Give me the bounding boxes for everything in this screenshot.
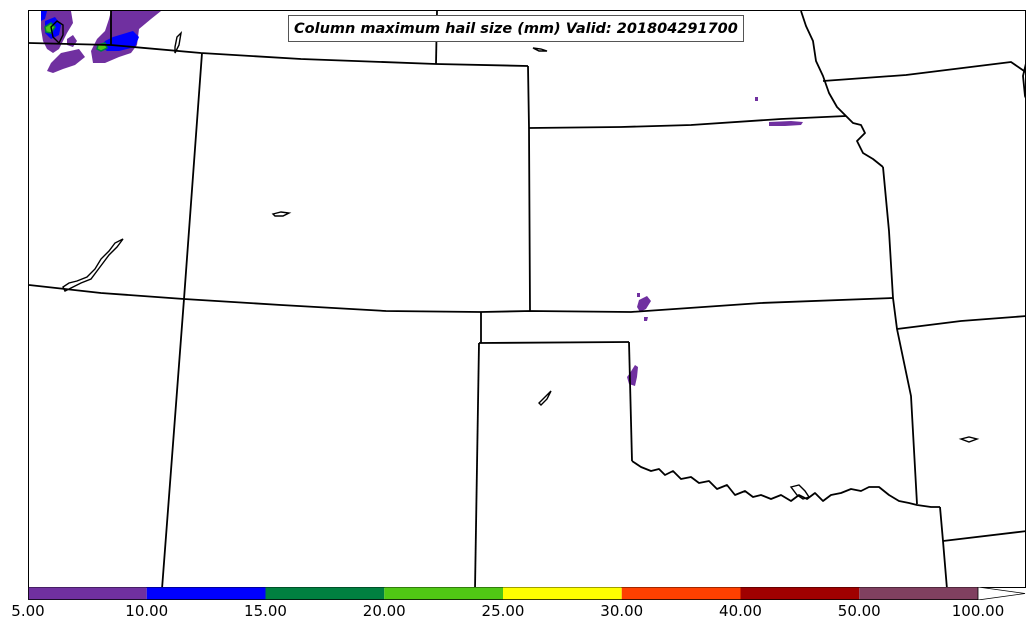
hail-area-blue <box>41 11 47 21</box>
map-title: Column maximum hail size (mm) Valid: 201… <box>288 15 744 42</box>
missouri-river-border <box>800 11 884 168</box>
colorbar-segment <box>503 587 622 600</box>
reservoir <box>538 390 552 406</box>
kansas-missouri-border <box>882 166 894 299</box>
colorbar-outline <box>28 587 978 600</box>
colorado-west-border <box>161 52 203 587</box>
colorado-south-border <box>29 284 894 313</box>
nebraska-kansas-border <box>528 115 847 129</box>
map-panel <box>28 10 1026 588</box>
colorbar-tick-label: 40.00 <box>719 602 762 620</box>
reservoir <box>50 20 64 45</box>
colorbar-tick-label: 50.00 <box>837 602 881 620</box>
colorbar-segment <box>859 587 978 600</box>
map-canvas <box>29 11 1025 587</box>
hail-cell <box>755 97 758 101</box>
colorbar-segment <box>621 587 741 600</box>
reservoir <box>789 484 811 500</box>
colorado-east-border <box>527 65 531 312</box>
colorbar-segment <box>384 587 503 600</box>
iowa-missouri-border <box>822 61 1025 82</box>
colorbar-tick-label: 100.00 <box>951 602 1005 620</box>
wyoming-south-border <box>29 42 529 67</box>
reservoir <box>271 211 292 217</box>
texas-louisiana-border <box>939 506 948 587</box>
colorbar-extend-arrow <box>977 587 1026 600</box>
hail-cell <box>637 293 640 297</box>
missouri-arkansas-border <box>896 315 1025 330</box>
reservoir <box>174 30 183 54</box>
hail-cell <box>637 296 651 312</box>
colorbar-tick-label: 20.00 <box>362 602 406 620</box>
reservoir <box>532 47 548 52</box>
hail-cells-central <box>627 97 803 386</box>
state-boundaries <box>29 11 1025 587</box>
texas-oklahoma-east-panhandle <box>628 341 633 462</box>
colorbar-segment <box>28 587 147 600</box>
colorbar-tick-label: 15.00 <box>244 602 287 620</box>
panhandle-border <box>478 341 630 344</box>
colorbar-segment <box>740 587 860 600</box>
kansas-oklahoma-east <box>892 297 918 505</box>
hail-area-purple <box>47 49 85 73</box>
arkansas-louisiana-border <box>942 530 1025 542</box>
hail-area-purple <box>67 35 77 47</box>
colorbar-tick-label: 30.00 <box>600 602 644 620</box>
colorbar-segment <box>146 587 266 600</box>
colorbar-tick-label: 25.00 <box>481 602 525 620</box>
reservoir <box>958 436 980 443</box>
hail-cell <box>627 365 638 386</box>
great-salt-lake <box>62 238 124 292</box>
colorbar <box>28 587 1026 600</box>
hail-cell <box>769 121 803 126</box>
lakes <box>50 20 980 500</box>
colorbar-segment <box>265 587 385 600</box>
mississippi-river <box>1022 63 1025 99</box>
hail-cell <box>644 317 648 321</box>
colorbar-tick-label: 5.00 <box>11 602 45 620</box>
red-river <box>631 460 940 508</box>
colorbar-tick-label: 10.00 <box>125 602 169 620</box>
new-mexico-texas-border <box>474 342 480 587</box>
